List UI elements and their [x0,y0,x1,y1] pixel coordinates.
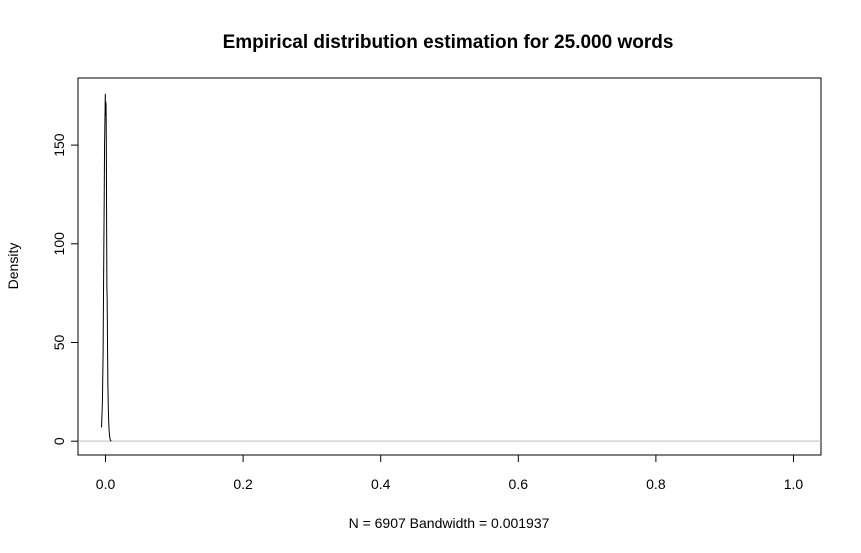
plot-frame [77,77,822,456]
x-axis-label: N = 6907 Bandwidth = 0.001937 [349,515,550,531]
density-line [101,93,112,442]
y-axis: 0 50 100 150 [51,133,79,445]
x-tick-label: 0.4 [371,476,391,492]
y-tick-label: 150 [51,133,67,157]
y-tick-label: 100 [51,232,67,256]
x-axis: 0.0 0.2 0.4 0.6 0.8 1.0 [96,454,804,492]
y-tick-label: 50 [51,334,67,350]
x-tick-label: 1.0 [784,476,804,492]
chart-title: Empirical distribution estimation for 25… [223,32,674,53]
x-tick-label: 0.8 [646,476,666,492]
x-tick-label: 0.2 [233,476,253,492]
y-axis-label: Density [5,243,21,290]
y-tick-label: 0 [51,437,67,445]
x-tick-label: 0.0 [96,476,116,492]
x-tick-label: 0.6 [509,476,529,492]
